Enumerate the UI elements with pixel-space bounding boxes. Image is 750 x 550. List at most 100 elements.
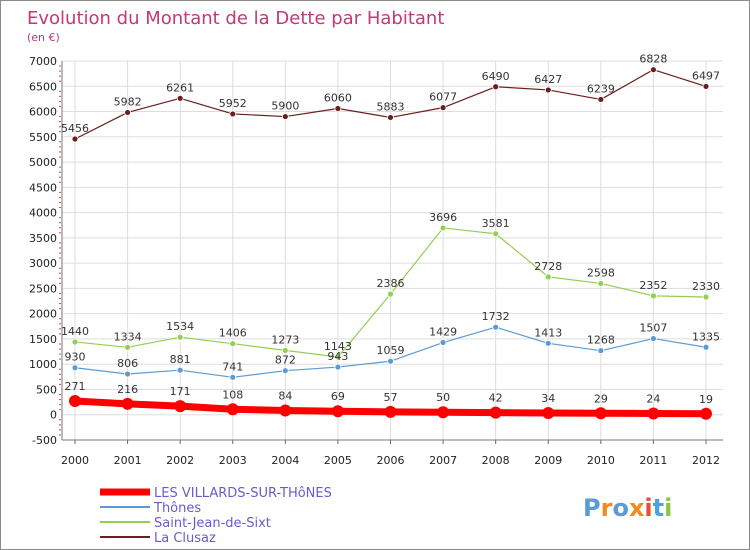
data-point bbox=[281, 113, 289, 120]
data-label: 1143 bbox=[324, 340, 352, 353]
data-label: 6261 bbox=[166, 81, 194, 94]
chart-title: Evolution du Montant de la Dette par Hab… bbox=[27, 8, 444, 29]
data-label: 6239 bbox=[587, 82, 615, 95]
data-point bbox=[279, 404, 292, 417]
data-point bbox=[334, 363, 342, 371]
data-point bbox=[492, 230, 500, 238]
axes: -500 0 500 1000 1500 2000 2500 3000 3500 4000 4500… bbox=[29, 55, 723, 467]
x-tick-label: 2007 bbox=[429, 454, 457, 467]
data-label: 6497 bbox=[692, 69, 720, 82]
x-tick-label: 2009 bbox=[534, 454, 562, 467]
proxiti-logo: Proxiti bbox=[583, 494, 672, 522]
data-point bbox=[597, 96, 605, 103]
logo-letter: t bbox=[653, 494, 664, 522]
data-label: 3696 bbox=[429, 211, 457, 224]
data-point bbox=[124, 343, 131, 351]
data-point bbox=[650, 335, 657, 342]
data-label: 171 bbox=[170, 385, 191, 398]
data-label: 1268 bbox=[587, 334, 615, 347]
data-label: 5883 bbox=[377, 100, 405, 113]
data-point bbox=[702, 293, 710, 301]
data-label: 6077 bbox=[429, 91, 457, 104]
data-label: 1732 bbox=[482, 310, 510, 323]
y-tick-label: -500 bbox=[32, 434, 57, 447]
data-label: 2352 bbox=[639, 279, 667, 292]
data-point bbox=[439, 339, 447, 346]
data-label: 6060 bbox=[324, 92, 352, 105]
data-point bbox=[124, 370, 131, 378]
data-label: 1534 bbox=[166, 320, 194, 333]
y-tick-label: 0 bbox=[50, 409, 57, 422]
data-point bbox=[387, 357, 394, 365]
data-label: 108 bbox=[222, 388, 243, 401]
x-tick-label: 2011 bbox=[639, 454, 667, 467]
data-point bbox=[281, 347, 289, 354]
data-point bbox=[702, 343, 710, 351]
data-label: 1335 bbox=[692, 330, 720, 343]
legend-label: Saint-Jean-de-Sixt bbox=[154, 516, 271, 531]
data-point bbox=[439, 224, 447, 232]
y-tick-label: 4000 bbox=[29, 207, 57, 220]
x-tick-label: 2003 bbox=[219, 454, 247, 467]
data-point bbox=[176, 94, 184, 102]
y-tick-label: 1000 bbox=[29, 358, 57, 371]
data-point bbox=[650, 66, 657, 74]
x-tick-label: 2001 bbox=[114, 454, 142, 467]
series-3: 5456 5982 6261 5952 5900 6060 5883 6077 6490 6427… bbox=[61, 53, 720, 143]
data-label: 3581 bbox=[482, 217, 510, 230]
logo-letter: o bbox=[612, 494, 629, 522]
legend-label: La Clusaz bbox=[154, 531, 216, 546]
data-point bbox=[597, 347, 605, 355]
y-tick-label: 500 bbox=[36, 383, 57, 396]
data-label: 5900 bbox=[271, 100, 299, 113]
x-tick-label: 2006 bbox=[377, 454, 405, 467]
x-tick-label: 2008 bbox=[482, 454, 510, 467]
x-tick-label: 2000 bbox=[61, 454, 89, 467]
series: 5456 5982 6261 5952 5900 6060 5883 6077 6490 6427… bbox=[61, 53, 720, 420]
data-label: 1406 bbox=[219, 327, 247, 340]
data-label: 943 bbox=[327, 350, 348, 363]
y-tick-label: 2000 bbox=[29, 308, 57, 321]
data-point bbox=[69, 395, 81, 408]
data-label: 2330 bbox=[692, 280, 720, 293]
y-tick-label: 3500 bbox=[29, 232, 57, 245]
data-point bbox=[647, 407, 660, 420]
data-label: 1440 bbox=[61, 325, 89, 338]
data-label: 6828 bbox=[639, 53, 667, 66]
data-label: 69 bbox=[331, 390, 345, 403]
data-label: 216 bbox=[117, 383, 138, 396]
data-point bbox=[334, 353, 342, 361]
x-tick-label: 2012 bbox=[692, 454, 720, 467]
data-label: 2386 bbox=[377, 277, 405, 290]
data-point bbox=[387, 114, 394, 121]
data-point bbox=[229, 373, 237, 381]
data-label: 6490 bbox=[482, 70, 510, 83]
legend-label: Thônes bbox=[153, 501, 201, 516]
data-label: 50 bbox=[436, 391, 450, 404]
data-point bbox=[176, 333, 184, 341]
data-label: 1413 bbox=[534, 326, 562, 339]
logo-letter: i bbox=[664, 494, 672, 522]
data-point bbox=[229, 110, 237, 118]
y-tick-label: 5500 bbox=[29, 131, 57, 144]
data-label: 6427 bbox=[534, 73, 562, 86]
data-label: 1273 bbox=[271, 333, 299, 346]
y-tick-label: 1500 bbox=[29, 333, 57, 346]
data-point bbox=[594, 407, 607, 420]
data-point bbox=[492, 323, 500, 331]
data-point bbox=[702, 83, 710, 90]
data-label: 5952 bbox=[219, 97, 247, 110]
data-point bbox=[597, 280, 605, 287]
y-tick-label: 6500 bbox=[29, 80, 57, 93]
data-point bbox=[174, 400, 187, 413]
y-tick-label: 7000 bbox=[29, 55, 57, 68]
data-label: 5456 bbox=[61, 122, 89, 135]
data-label: 84 bbox=[278, 389, 292, 402]
data-point bbox=[492, 83, 500, 91]
x-tick-label: 2005 bbox=[324, 454, 352, 467]
data-point bbox=[437, 406, 450, 419]
data-point bbox=[331, 405, 344, 418]
data-label: 1507 bbox=[639, 322, 667, 335]
